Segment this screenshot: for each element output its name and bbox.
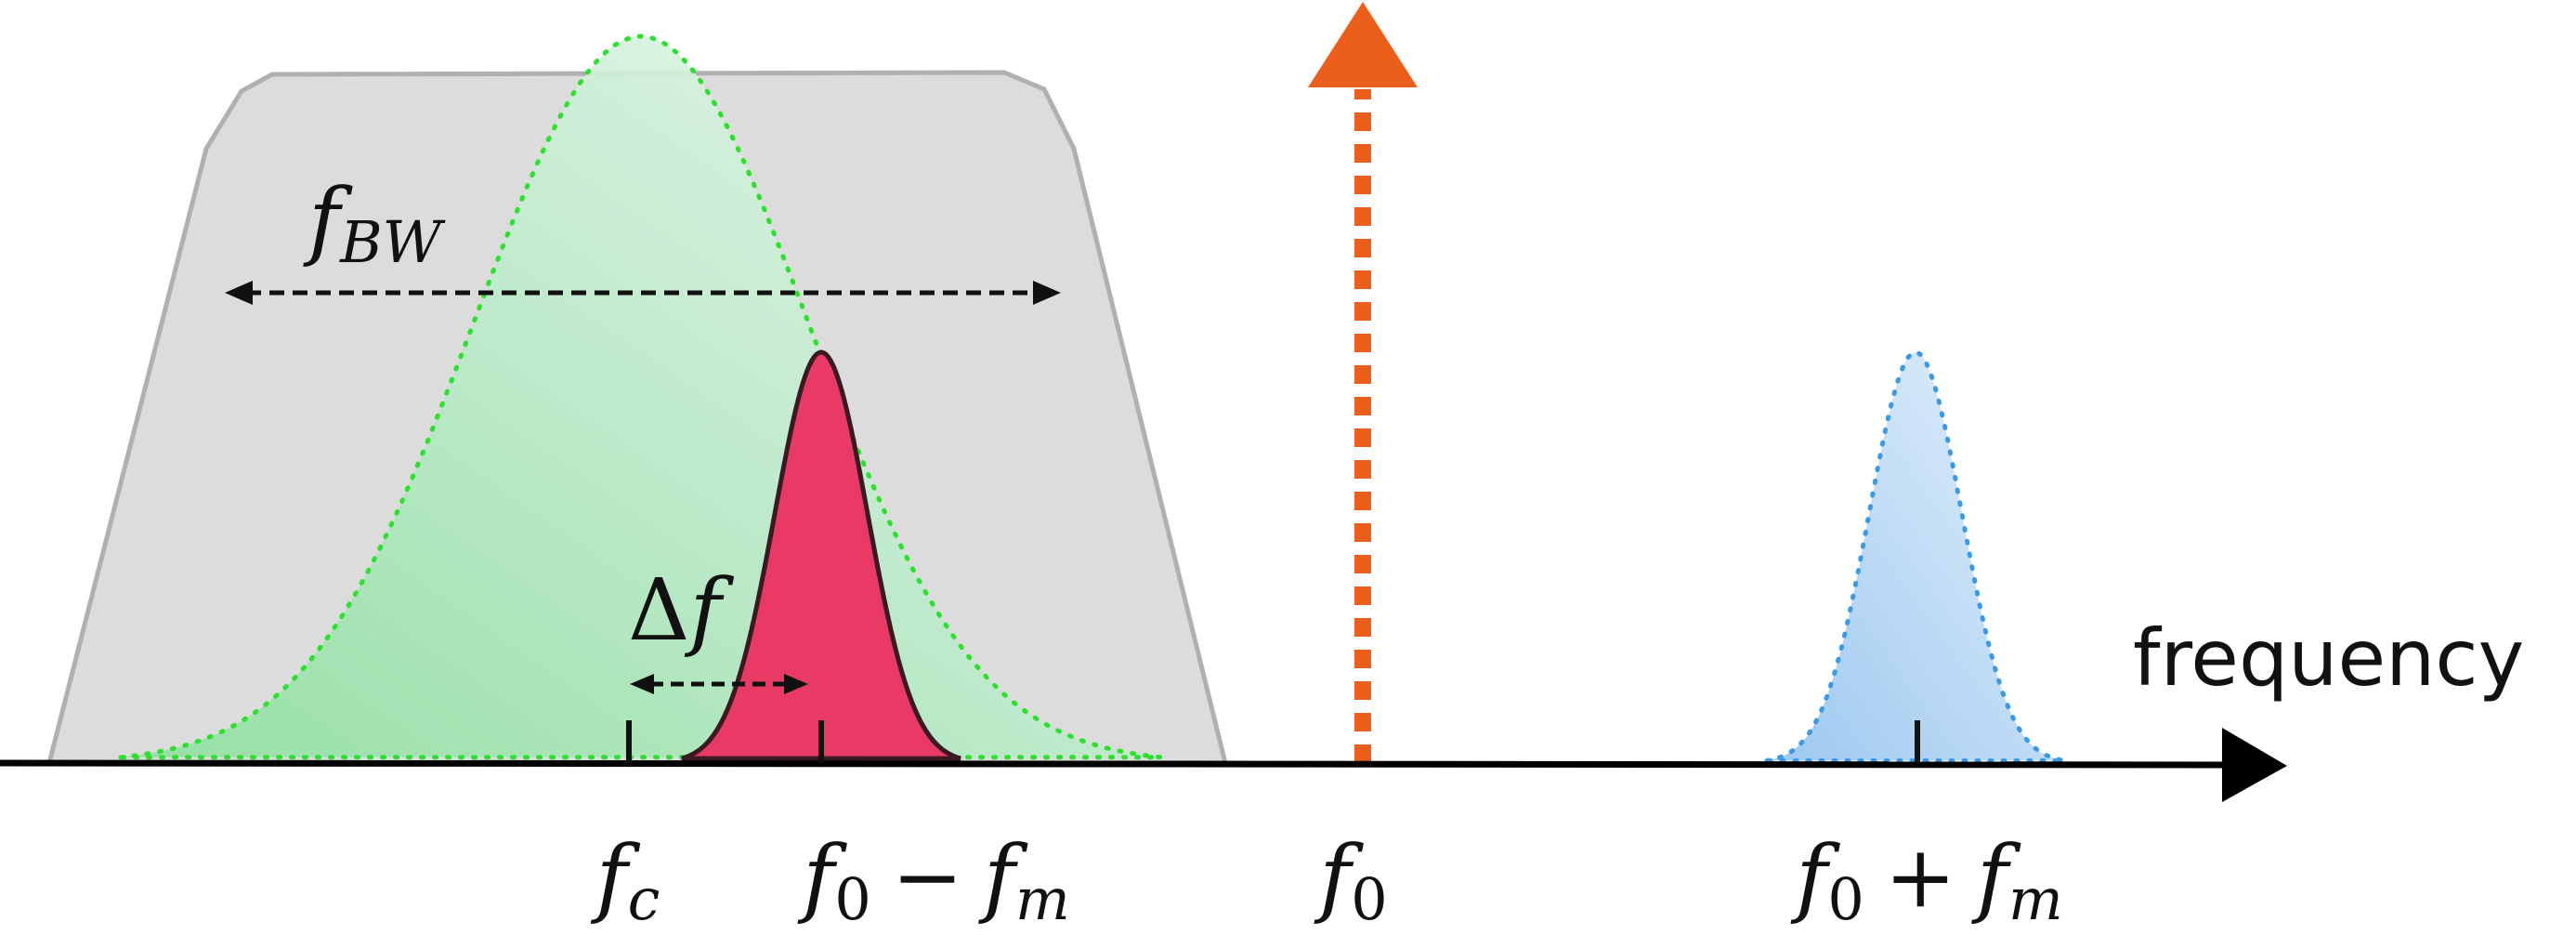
- ticks: [626, 720, 1920, 763]
- blue-spectrum: [1766, 349, 2065, 763]
- subscript: 0: [834, 865, 870, 933]
- frequency-axis: [0, 759, 2230, 769]
- arrowhead: [630, 674, 654, 694]
- subscript: c: [628, 865, 660, 933]
- axis-arrowhead: [2222, 728, 2287, 802]
- subscript: 0: [1827, 865, 1863, 933]
- subscript: m: [1015, 865, 1070, 933]
- arrowhead: [225, 281, 253, 305]
- carrier-label: f0: [1314, 827, 1388, 933]
- operator: +: [1885, 827, 1956, 927]
- upper-sideband-label: f0 + fm: [1790, 827, 2062, 933]
- operator: −: [892, 827, 963, 927]
- arrowhead: [1033, 281, 1061, 305]
- offset-label: Δf: [628, 560, 734, 660]
- subscript: BW: [339, 208, 446, 276]
- fc-label: fc: [591, 827, 660, 933]
- subscript: 0: [1351, 865, 1387, 933]
- lower-sideband-label: f0− fm: [797, 827, 1069, 933]
- axis-label: frequency: [2133, 612, 2524, 704]
- green-spectrum: [120, 33, 1162, 760]
- red-spectrum: [681, 349, 961, 761]
- arrowhead: [784, 674, 808, 694]
- carrier-arrowhead: [1308, 2, 1418, 87]
- subscript: m: [2008, 865, 2063, 933]
- delta: Δ: [628, 560, 689, 660]
